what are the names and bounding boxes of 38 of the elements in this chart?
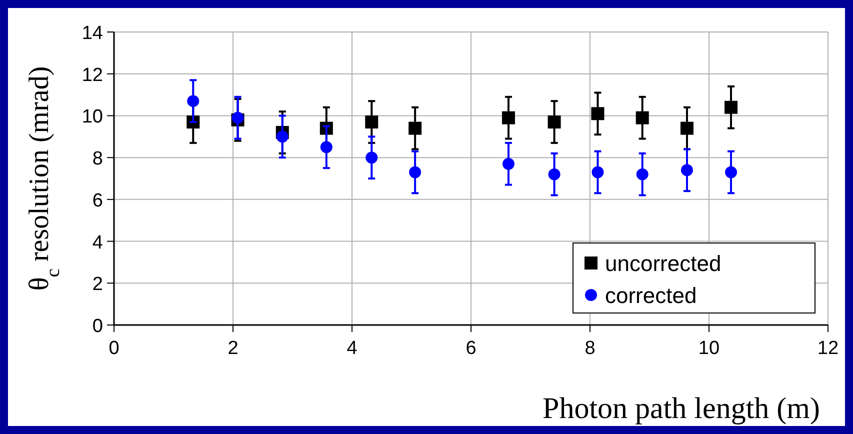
y-tick-label: 0	[92, 316, 103, 337]
point	[409, 166, 422, 178]
point	[636, 168, 648, 180]
x-tick-label: 4	[346, 338, 358, 359]
point	[591, 107, 604, 120]
point	[548, 168, 560, 180]
legend-label: corrected	[605, 283, 697, 308]
point	[548, 115, 561, 128]
point	[724, 100, 738, 114]
point	[725, 166, 738, 178]
point	[680, 164, 693, 176]
y-tick-label: 12	[82, 64, 103, 86]
point	[636, 111, 649, 124]
y-tick-label: 10	[82, 106, 103, 128]
x-tick-label: 6	[466, 338, 476, 359]
point	[502, 158, 514, 170]
x-axis-title: Photon path length (m)	[542, 392, 820, 425]
y-tick-label: 2	[92, 274, 103, 296]
point	[320, 141, 332, 154]
y-tick-label: 4	[92, 232, 104, 254]
point	[502, 111, 515, 124]
point	[408, 122, 422, 135]
x-tick-label: 12	[817, 338, 839, 359]
point	[276, 130, 288, 143]
x-tick-label: 8	[584, 338, 596, 359]
x-tick-label: 0	[108, 338, 120, 359]
legend-label: uncorrected	[605, 251, 722, 276]
x-tick-label: 2	[228, 338, 238, 359]
point	[366, 152, 378, 164]
x-tick-label: 10	[698, 338, 720, 359]
point	[592, 166, 604, 178]
point	[365, 115, 378, 128]
point	[680, 122, 694, 135]
y-tick-label: 6	[92, 190, 103, 212]
point	[232, 112, 244, 124]
y-tick-label: 14	[82, 23, 104, 44]
point	[187, 95, 200, 108]
y-tick-label: 8	[92, 148, 103, 170]
